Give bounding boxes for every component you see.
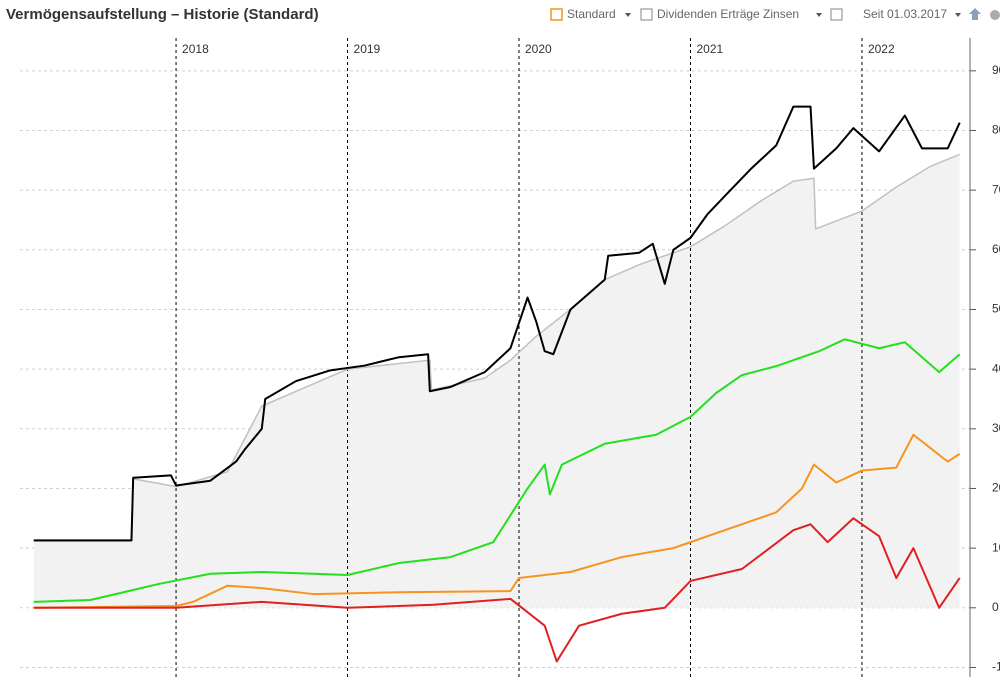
series-line <box>33 338 961 603</box>
area <box>33 154 960 608</box>
standard-icon[interactable] <box>550 8 563 21</box>
y-tick-label: 20 <box>992 481 1000 495</box>
dividend-icon[interactable] <box>640 8 653 21</box>
y-tick-label: 40 <box>992 361 1000 375</box>
y-tick-label: 10 <box>992 540 1000 554</box>
add-icon[interactable] <box>830 8 843 21</box>
dividend-select[interactable]: Dividenden Erträge Zinsen <box>657 7 799 21</box>
dropdown-arrow[interactable] <box>625 13 631 17</box>
y-tick-label: 60 <box>992 242 1000 256</box>
y-tick-label: 70 <box>992 182 1000 196</box>
x-tick-label: 2020 <box>525 42 552 56</box>
y-tick-label: 30 <box>992 421 1000 435</box>
y-tick-label: 50 <box>992 302 1000 316</box>
series-line <box>33 517 961 663</box>
series-line <box>33 105 961 542</box>
x-tick-label: 2022 <box>868 42 895 56</box>
series-line <box>33 433 961 609</box>
settings-icon[interactable] <box>990 10 1000 20</box>
x-tick-label: 2021 <box>696 42 723 56</box>
y-tick-label: 80 <box>992 123 1000 137</box>
export-icon[interactable] <box>969 8 981 20</box>
y-tick-label: -10 <box>992 660 1000 674</box>
dropdown-arrow[interactable] <box>816 13 822 17</box>
x-tick-label: 2019 <box>354 42 381 56</box>
y-tick-label: 90 <box>992 63 1000 77</box>
date-select[interactable]: Seit 01.03.2017 <box>863 7 947 21</box>
y-tick-label: 0 <box>992 600 999 614</box>
standard-select[interactable]: Standard <box>567 7 616 21</box>
chart-title: Vermögensaufstellung – Historie (Standar… <box>6 6 319 23</box>
dropdown-arrow[interactable] <box>955 13 961 17</box>
x-tick-label: 2018 <box>182 42 209 56</box>
